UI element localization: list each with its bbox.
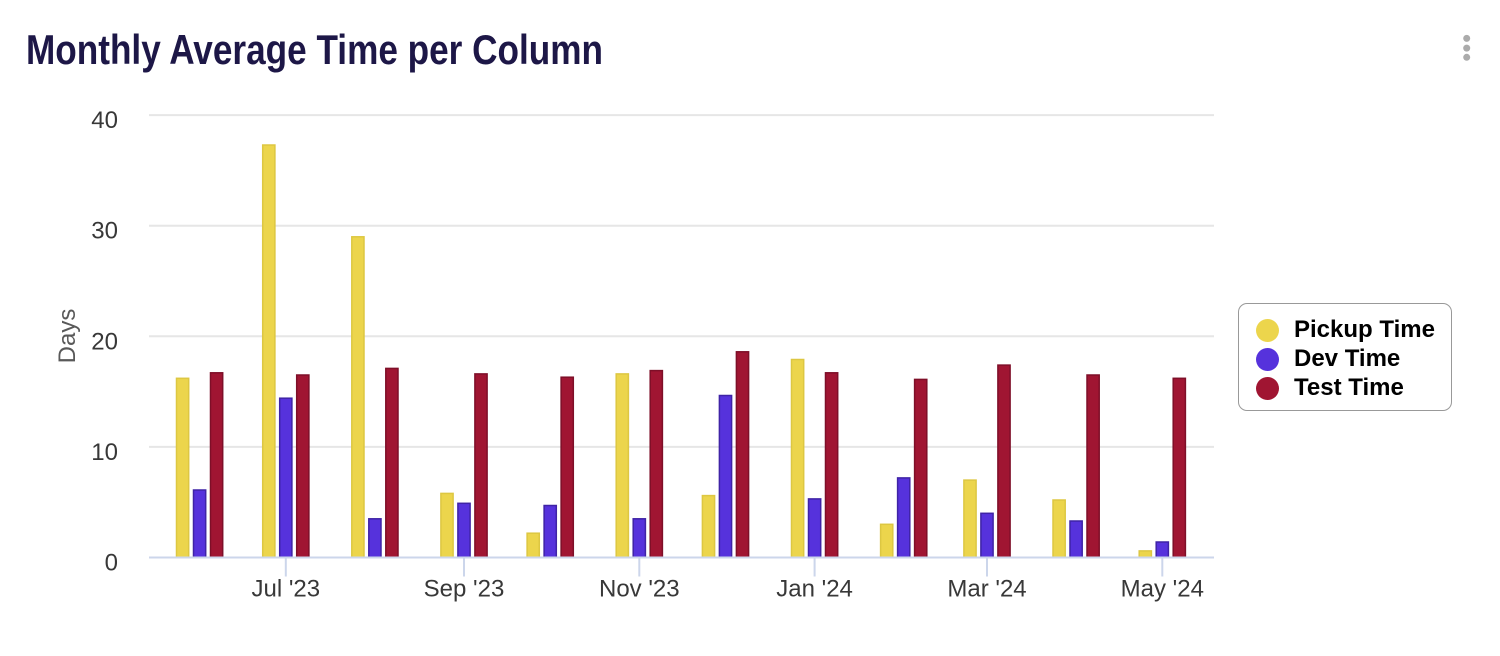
svg-text:Nov '23: Nov '23: [599, 576, 680, 603]
svg-text:Sep '23: Sep '23: [424, 576, 505, 603]
svg-text:Jul '23: Jul '23: [251, 576, 320, 603]
svg-text:Mar '24: Mar '24: [947, 576, 1026, 603]
svg-text:10: 10: [91, 439, 118, 466]
svg-text:May '24: May '24: [1121, 576, 1204, 603]
svg-text:0: 0: [105, 550, 118, 577]
svg-text:30: 30: [91, 218, 118, 245]
svg-text:Jan '24: Jan '24: [776, 576, 853, 603]
svg-text:Days: Days: [54, 309, 81, 364]
svg-text:20: 20: [91, 328, 118, 355]
svg-text:40: 40: [91, 107, 118, 134]
svg-text:Monthly Average Time per Colum: Monthly Average Time per Column: [26, 26, 603, 73]
